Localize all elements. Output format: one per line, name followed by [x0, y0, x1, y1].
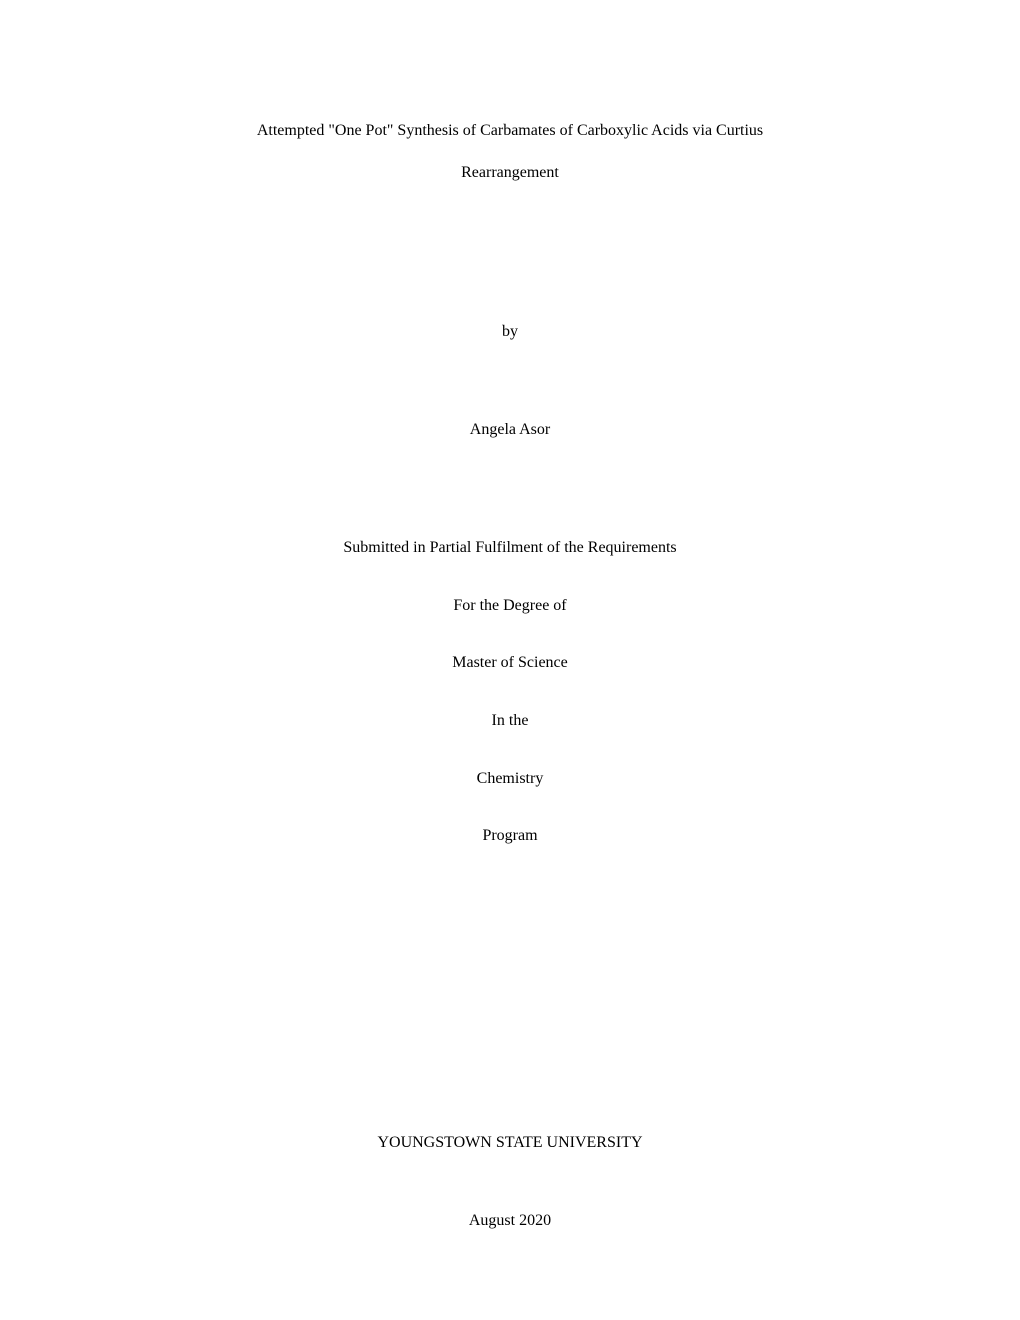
submission-line-4: In the [343, 692, 676, 750]
submission-block: Submitted in Partial Fulfilment of the R… [343, 519, 676, 865]
submission-line-1: Submitted in Partial Fulfilment of the R… [343, 519, 676, 577]
title-line-1: Attempted "One Pot" Synthesis of Carbama… [257, 110, 763, 152]
title-line-2: Rearrangement [257, 152, 763, 194]
submission-line-2: For the Degree of [343, 577, 676, 635]
thesis-title-page: Attempted "One Pot" Synthesis of Carbama… [120, 110, 900, 1230]
bottom-block: YOUNGSTOWN STATE UNIVERSITY August 2020 [377, 1134, 642, 1230]
university-name: YOUNGSTOWN STATE UNIVERSITY [377, 1134, 642, 1152]
submission-line-6: Program [343, 807, 676, 865]
submission-line-3: Master of Science [343, 634, 676, 692]
date: August 2020 [377, 1212, 642, 1230]
submission-line-5: Chemistry [343, 750, 676, 808]
by-label: by [502, 323, 518, 341]
author-name: Angela Asor [470, 421, 550, 439]
title-block: Attempted "One Pot" Synthesis of Carbama… [257, 110, 763, 193]
